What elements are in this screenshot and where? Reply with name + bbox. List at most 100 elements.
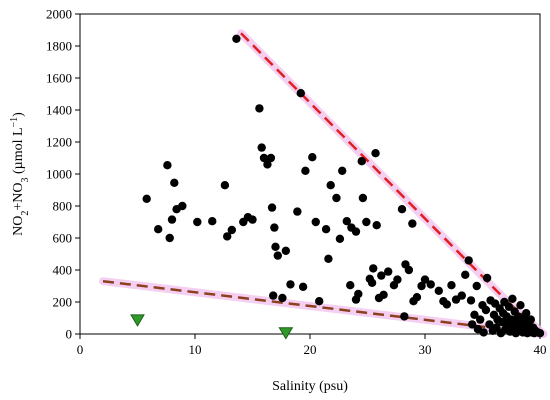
data-point bbox=[426, 280, 435, 289]
data-point bbox=[466, 296, 476, 305]
x-axis-label: Salinity (psu) bbox=[272, 379, 348, 394]
data-point bbox=[379, 290, 388, 299]
data-point bbox=[227, 225, 236, 235]
y-tick-label: 1600 bbox=[46, 71, 72, 86]
data-point bbox=[315, 297, 324, 306]
data-point bbox=[470, 310, 479, 319]
data-point bbox=[321, 225, 331, 234]
y-axis-label-part: ) bbox=[11, 112, 26, 117]
y-axis-label-part: (µmol L bbox=[11, 127, 26, 177]
data-point bbox=[479, 328, 488, 337]
data-points bbox=[130, 34, 545, 340]
data-point bbox=[332, 193, 341, 203]
data-point bbox=[404, 265, 414, 275]
data-point bbox=[434, 286, 443, 295]
data-point bbox=[476, 315, 485, 324]
data-point bbox=[481, 305, 491, 315]
data-point bbox=[293, 207, 302, 216]
data-point bbox=[522, 309, 531, 318]
data-point bbox=[367, 278, 377, 287]
data-point bbox=[154, 225, 163, 234]
data-point bbox=[397, 205, 407, 214]
dashed-line-0 bbox=[240, 32, 509, 303]
data-point bbox=[467, 320, 477, 329]
y-tick-label: 800 bbox=[53, 199, 73, 214]
data-point bbox=[193, 217, 202, 227]
data-point bbox=[259, 153, 269, 163]
data-point bbox=[362, 217, 371, 227]
data-point bbox=[165, 233, 174, 243]
y-tick-label: 1800 bbox=[46, 39, 72, 54]
axes: 0 10 20 30 400200400600800100012001400160018… bbox=[46, 7, 547, 358]
data-point bbox=[400, 312, 409, 321]
data-point bbox=[178, 201, 187, 211]
data-point bbox=[301, 166, 310, 175]
data-point bbox=[442, 300, 452, 309]
plot-frame bbox=[79, 13, 541, 335]
x-tick-label: 0 bbox=[77, 342, 84, 357]
data-point bbox=[342, 217, 351, 226]
data-point bbox=[457, 291, 466, 300]
y-tick-label: 1000 bbox=[46, 167, 72, 182]
data-point bbox=[324, 254, 333, 263]
data-point bbox=[220, 181, 230, 190]
data-point bbox=[461, 270, 470, 279]
data-point bbox=[286, 280, 295, 289]
data-point bbox=[271, 242, 280, 251]
data-point bbox=[170, 178, 179, 187]
x-tick-label: 10 bbox=[189, 342, 202, 357]
data-point bbox=[248, 215, 257, 224]
data-point bbox=[281, 246, 291, 255]
data-point bbox=[492, 323, 501, 332]
x-tick-label: 30 bbox=[419, 342, 432, 357]
data-point bbox=[372, 221, 381, 230]
data-point bbox=[338, 166, 347, 175]
x-tick-label: 20 bbox=[304, 342, 317, 357]
data-point bbox=[464, 256, 473, 265]
data-point bbox=[504, 302, 514, 311]
data-point bbox=[393, 275, 402, 284]
data-point bbox=[326, 181, 335, 190]
y-tick-label: 0 bbox=[66, 327, 73, 342]
y-tick-label: 400 bbox=[53, 263, 73, 278]
y-tick-label: 200 bbox=[53, 295, 73, 310]
data-point bbox=[257, 143, 266, 152]
data-point bbox=[516, 301, 525, 310]
data-point bbox=[278, 293, 287, 303]
data-point bbox=[311, 217, 320, 227]
y-axis-label-part: 3 bbox=[20, 178, 31, 183]
data-point bbox=[526, 315, 535, 324]
y-axis-label: NO2+NO3 (µmol L−1) bbox=[9, 112, 31, 236]
data-point bbox=[266, 153, 276, 163]
data-point bbox=[357, 157, 366, 166]
data-point bbox=[308, 153, 317, 162]
y-tick-label: 1200 bbox=[46, 135, 72, 150]
y-tick-label: 2000 bbox=[46, 7, 72, 22]
data-point bbox=[223, 232, 232, 241]
data-point bbox=[371, 149, 380, 158]
data-point bbox=[354, 289, 363, 299]
data-point bbox=[142, 194, 151, 203]
y-axis-label-part: +NO bbox=[11, 183, 26, 211]
data-point bbox=[482, 273, 492, 283]
data-point bbox=[335, 234, 345, 243]
data-point bbox=[208, 217, 217, 226]
data-point bbox=[508, 294, 517, 303]
data-point bbox=[377, 271, 386, 280]
data-point bbox=[255, 104, 264, 113]
data-point bbox=[420, 275, 430, 284]
data-point bbox=[163, 161, 172, 170]
y-axis-label-part: NO bbox=[11, 216, 26, 236]
data-point bbox=[267, 203, 277, 212]
data-point bbox=[351, 227, 361, 236]
data-point bbox=[535, 329, 545, 338]
data-point bbox=[447, 281, 456, 290]
data-point bbox=[485, 320, 494, 329]
data-point bbox=[412, 293, 422, 302]
dashed-line-2 bbox=[102, 279, 544, 336]
y-tick-label: 1400 bbox=[46, 103, 72, 118]
y-axis-label-part: 2 bbox=[20, 211, 31, 216]
data-point bbox=[384, 267, 393, 276]
y-axis-label-part: −1 bbox=[9, 117, 20, 128]
